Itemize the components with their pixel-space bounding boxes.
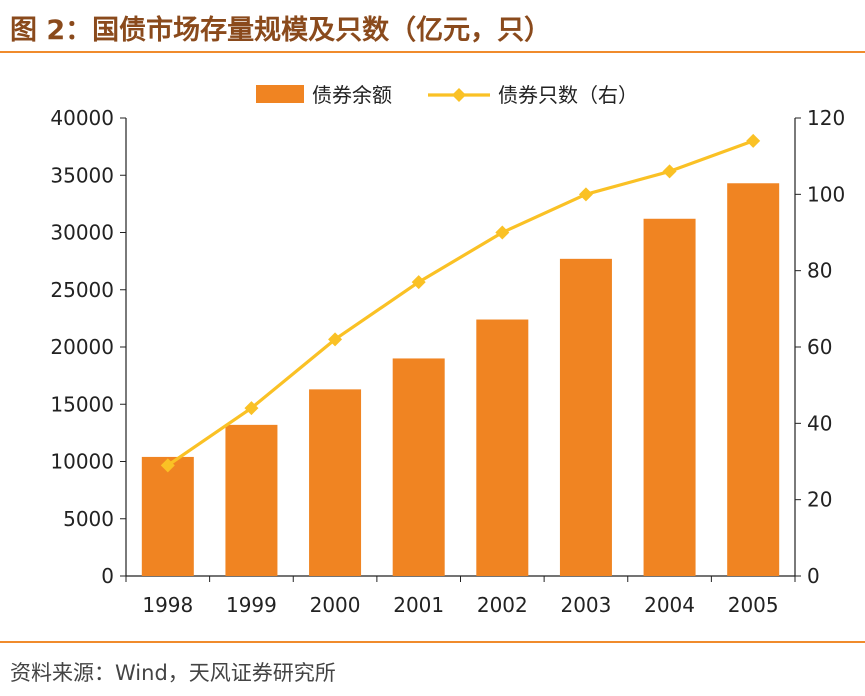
y-left-tick-label: 30000 bbox=[50, 221, 114, 245]
y-right-tick-label: 20 bbox=[807, 488, 832, 512]
y-right-tick-label: 60 bbox=[807, 335, 832, 359]
bar bbox=[727, 183, 780, 576]
line-point bbox=[662, 164, 677, 179]
y-left-tick-label: 10000 bbox=[50, 450, 114, 474]
line-path bbox=[166, 139, 754, 467]
bar bbox=[309, 389, 362, 576]
y-right-tick-label: 40 bbox=[807, 411, 832, 435]
bond-chart: 0500010000150002000025000300003500040000… bbox=[50, 83, 845, 617]
line-point bbox=[160, 458, 175, 473]
legend-line-marker bbox=[452, 88, 466, 102]
line-point bbox=[495, 225, 510, 240]
bar bbox=[392, 358, 445, 576]
line-point bbox=[746, 133, 761, 148]
footer-divider bbox=[0, 641, 865, 643]
source-note: 资料来源：Wind，天风证券研究所 bbox=[10, 661, 336, 685]
x-tick-label: 2003 bbox=[560, 593, 611, 617]
x-tick-label: 2005 bbox=[728, 593, 779, 617]
legend-line-label: 债券只数（右） bbox=[498, 83, 638, 107]
y-right-tick-label: 0 bbox=[807, 564, 820, 588]
line-point bbox=[244, 401, 259, 416]
y-left-tick-label: 35000 bbox=[50, 163, 114, 187]
x-tick-label: 2004 bbox=[644, 593, 695, 617]
line-point bbox=[328, 332, 343, 347]
x-tick-label: 2000 bbox=[310, 593, 361, 617]
legend-bar-swatch bbox=[256, 85, 304, 103]
title-divider bbox=[0, 51, 865, 53]
x-tick-label: 1998 bbox=[142, 593, 193, 617]
x-tick-label: 2001 bbox=[393, 593, 444, 617]
line-series bbox=[160, 133, 761, 473]
page-title: 图 2：国债市场存量规模及只数（亿元，只） bbox=[10, 15, 552, 46]
y-right-tick-label: 120 bbox=[807, 106, 845, 130]
y-left-tick-label: 0 bbox=[101, 564, 114, 588]
axis-labels: 0500010000150002000025000300003500040000… bbox=[50, 106, 845, 617]
y-right-tick-label: 80 bbox=[807, 259, 832, 283]
x-tick-label: 1999 bbox=[226, 593, 277, 617]
axes bbox=[120, 117, 801, 582]
bar bbox=[643, 218, 696, 576]
bar-series bbox=[141, 183, 780, 576]
legend-bar-label: 债券余额 bbox=[312, 83, 392, 107]
y-left-tick-label: 15000 bbox=[50, 392, 114, 416]
y-left-tick-label: 5000 bbox=[63, 507, 114, 531]
bar bbox=[141, 456, 194, 576]
line-point bbox=[578, 187, 593, 202]
bar bbox=[225, 424, 278, 576]
y-left-tick-label: 40000 bbox=[50, 106, 114, 130]
y-right-tick-label: 100 bbox=[807, 182, 845, 206]
y-left-tick-label: 25000 bbox=[50, 278, 114, 302]
line-point bbox=[411, 275, 426, 290]
bar bbox=[476, 319, 529, 576]
legend: 债券余额 债券只数（右） bbox=[256, 83, 638, 107]
bar bbox=[559, 258, 612, 576]
y-left-tick-label: 20000 bbox=[50, 335, 114, 359]
x-tick-label: 2002 bbox=[477, 593, 528, 617]
